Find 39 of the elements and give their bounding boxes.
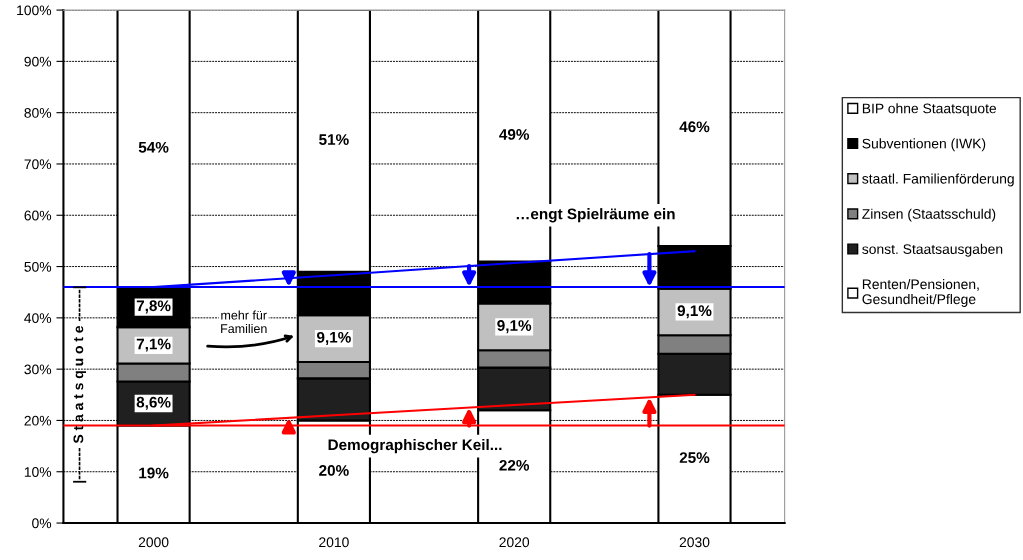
x-tick-label: 2000 xyxy=(138,537,169,548)
data-label: 51% xyxy=(319,134,349,145)
y-tick-label: 90% xyxy=(24,56,52,67)
x-tick-label: 2020 xyxy=(499,537,530,548)
data-label: 22% xyxy=(499,459,530,471)
data-label: 8,6% xyxy=(136,396,171,410)
legend-label: Subventionen (IWK) xyxy=(862,138,986,152)
legend-label: Zinsen (Staatsschuld) xyxy=(862,208,996,222)
data-label: 19% xyxy=(139,467,169,479)
y-tick-label: 50% xyxy=(24,261,52,272)
y-tick-label: 20% xyxy=(24,415,52,426)
y-tick-label: 60% xyxy=(24,210,52,221)
data-label: 46% xyxy=(679,121,710,133)
annotation: Demographischer Keil... xyxy=(328,438,502,454)
y-tick-label: 30% xyxy=(24,364,52,375)
data-label: 20% xyxy=(319,465,349,476)
data-label: 54% xyxy=(138,141,169,153)
data-label: 7,8% xyxy=(136,300,171,314)
legend-label: BIP ohne Staatsquote xyxy=(862,103,997,117)
y-tick-label: 80% xyxy=(24,108,52,118)
data-label: 49% xyxy=(499,129,530,140)
legend-label: sonst. Staatsausgaben xyxy=(862,243,1003,257)
y-tick-label: 40% xyxy=(24,313,52,324)
legend-label: Renten/Pensionen, Gesundheit/Pflege xyxy=(862,278,979,307)
data-label: 9,1% xyxy=(677,305,712,319)
y-tick-label: 0% xyxy=(32,518,52,529)
x-tick-label: 2010 xyxy=(319,537,349,548)
annotation: |------- S t a a t s q u o t e -------| xyxy=(73,286,87,483)
x-tick-label: 2030 xyxy=(679,537,710,548)
legend-label: staatl. Familienförderung xyxy=(862,173,1014,187)
data-label: 9,1% xyxy=(497,320,532,334)
data-label: 9,1% xyxy=(317,331,351,345)
data-label: 7,1% xyxy=(136,338,171,352)
annotation: …engt Spielräume ein xyxy=(516,208,675,223)
y-tick-label: 70% xyxy=(24,159,52,170)
y-tick-label: 10% xyxy=(24,467,52,477)
data-label: 25% xyxy=(679,452,710,464)
annotation: mehr für Familien xyxy=(221,310,267,334)
y-tick-label: 100% xyxy=(17,5,52,16)
